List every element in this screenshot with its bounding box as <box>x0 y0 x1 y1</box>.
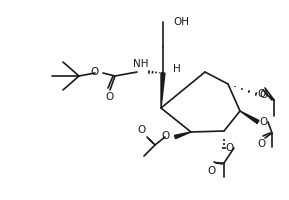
Text: O: O <box>208 166 216 176</box>
Text: O: O <box>260 90 268 100</box>
Text: O: O <box>257 89 265 99</box>
Text: O: O <box>225 143 233 153</box>
Text: O: O <box>91 67 99 77</box>
Polygon shape <box>161 73 165 108</box>
Text: NH: NH <box>133 59 149 69</box>
Text: O: O <box>259 117 267 127</box>
Text: OH: OH <box>173 17 189 27</box>
Text: O: O <box>162 131 170 141</box>
Polygon shape <box>240 111 259 123</box>
Text: O: O <box>138 125 146 135</box>
Text: O: O <box>257 139 265 149</box>
Text: H: H <box>173 64 181 74</box>
Polygon shape <box>175 132 191 139</box>
Text: O: O <box>105 92 113 102</box>
